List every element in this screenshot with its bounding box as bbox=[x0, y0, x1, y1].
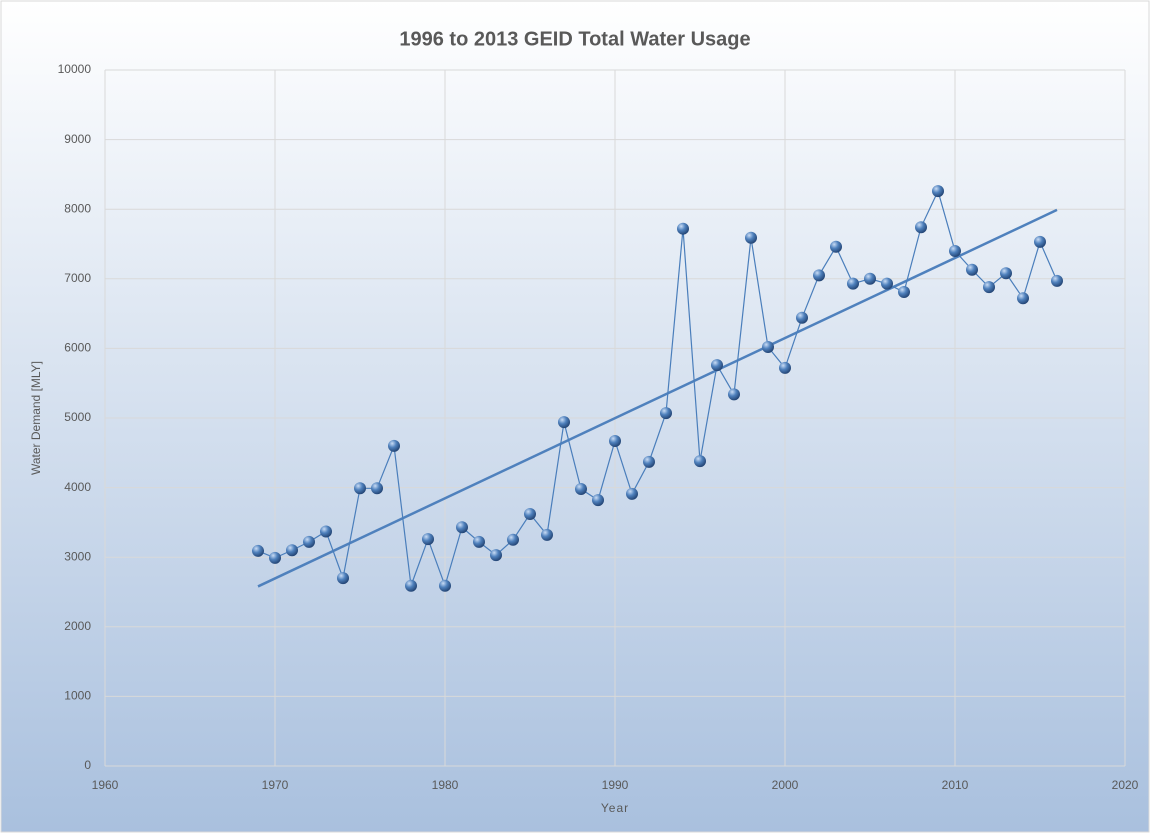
data-point bbox=[915, 221, 927, 234]
data-point bbox=[762, 341, 774, 354]
data-point bbox=[303, 535, 315, 548]
data-point bbox=[932, 185, 944, 198]
data-point bbox=[405, 579, 417, 592]
x-axis-label: Year bbox=[601, 801, 629, 815]
data-point bbox=[1051, 274, 1063, 287]
data-point bbox=[320, 525, 332, 538]
data-point bbox=[813, 269, 825, 282]
data-point bbox=[490, 549, 502, 562]
data-line bbox=[257, 189, 1058, 588]
data-point bbox=[626, 487, 638, 500]
data-point bbox=[1034, 235, 1046, 248]
data-point bbox=[354, 482, 366, 495]
data-point bbox=[337, 572, 349, 585]
data-point bbox=[473, 535, 485, 548]
y-tick-label: 5000 bbox=[64, 410, 91, 424]
data-point bbox=[694, 455, 706, 468]
data-point bbox=[847, 277, 859, 290]
data-point bbox=[609, 434, 621, 447]
data-point bbox=[898, 286, 910, 299]
y-tick-label: 0 bbox=[84, 758, 91, 772]
data-point bbox=[796, 311, 808, 324]
data-point bbox=[830, 240, 842, 253]
data-point bbox=[456, 521, 468, 534]
x-tick-label: 1970 bbox=[262, 778, 289, 792]
data-point bbox=[728, 388, 740, 401]
y-tick-label: 2000 bbox=[64, 619, 91, 633]
data-point bbox=[252, 544, 264, 557]
x-tick-label: 2000 bbox=[772, 778, 799, 792]
data-point bbox=[269, 551, 281, 564]
data-point bbox=[677, 222, 689, 235]
data-point bbox=[864, 272, 876, 285]
data-point bbox=[371, 482, 383, 495]
y-tick-label: 8000 bbox=[64, 201, 91, 215]
y-tick-label: 9000 bbox=[64, 132, 91, 146]
data-point bbox=[507, 533, 519, 546]
y-tick-label: 3000 bbox=[64, 549, 91, 563]
data-point bbox=[745, 231, 757, 244]
x-tick-label: 1990 bbox=[602, 778, 629, 792]
data-point bbox=[983, 281, 995, 294]
data-point bbox=[439, 579, 451, 592]
data-point bbox=[643, 455, 655, 468]
trendline bbox=[257, 208, 1058, 588]
data-point bbox=[286, 544, 298, 557]
data-point bbox=[711, 359, 723, 372]
x-tick-label: 1960 bbox=[92, 778, 119, 792]
y-tick-label: 6000 bbox=[64, 341, 91, 355]
data-point bbox=[779, 361, 791, 374]
data-point bbox=[1017, 292, 1029, 305]
x-tick-label: 2020 bbox=[1112, 778, 1139, 792]
y-tick-label: 1000 bbox=[64, 689, 91, 703]
data-point bbox=[1000, 267, 1012, 280]
data-point bbox=[966, 263, 978, 276]
y-axis-label: Water Demand [MLY] bbox=[29, 361, 43, 475]
data-point bbox=[575, 482, 587, 495]
data-point bbox=[592, 494, 604, 507]
data-point bbox=[660, 407, 672, 420]
data-point bbox=[524, 508, 536, 521]
y-tick-label: 7000 bbox=[64, 271, 91, 285]
data-point bbox=[558, 416, 570, 429]
y-tick-label: 4000 bbox=[64, 480, 91, 494]
chart-title: 1996 to 2013 GEID Total Water Usage bbox=[399, 28, 750, 50]
data-point bbox=[881, 277, 893, 290]
data-point bbox=[388, 439, 400, 452]
y-tick-label: 10000 bbox=[58, 62, 92, 76]
data-point bbox=[422, 533, 434, 546]
data-point bbox=[949, 244, 961, 257]
data-point bbox=[541, 528, 553, 541]
x-tick-label: 1980 bbox=[432, 778, 459, 792]
x-tick-label: 2010 bbox=[942, 778, 969, 792]
